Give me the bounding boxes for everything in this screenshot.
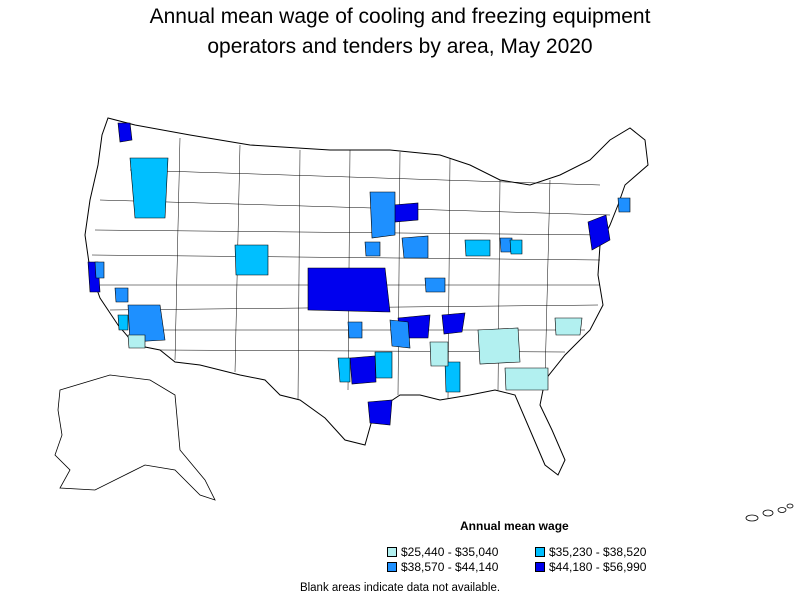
legend-label-2: $35,230 - $38,520 [549,545,647,559]
area-arkansas [389,319,411,349]
area-missouri [424,277,446,293]
area-indiana [509,239,523,255]
area-alabama-north [429,341,449,367]
legend-label-1: $25,440 - $35,040 [401,545,499,559]
area-minneapolis [392,202,419,223]
area-phoenix [127,304,166,343]
title-line-2: operators and tenders by area, May 2020 [207,35,593,58]
legend-label-3: $38,570 - $44,140 [401,560,499,574]
legend-item-3: $38,570 - $44,140 [387,560,498,574]
legend-item-1: $25,440 - $35,040 [387,545,498,559]
area-nebraska-east [364,241,381,257]
area-se-minnesota [369,191,396,239]
legend-label-4: $44,180 - $56,990 [549,560,647,574]
map-title: Annual mean wage of cooling and freezing… [0,2,800,62]
area-vegas [114,287,129,303]
area-idaho [129,157,169,219]
area-nyc [587,214,611,251]
area-tennessee-east [477,327,521,365]
area-houston [367,399,393,426]
area-georgia [504,367,549,391]
legend-title: Annual mean wage [460,519,569,533]
area-mississippi [444,361,461,393]
title-line-1: Annual mean wage of cooling and freezing… [149,5,651,28]
area-sacramento [94,261,105,279]
hawaii-islands [745,503,794,522]
legend-swatch-4 [535,562,545,572]
area-la-coast [117,314,129,331]
area-iowa-east [401,235,429,259]
area-wisconsin [464,239,491,257]
area-dallas [349,355,377,385]
legend-swatch-2 [535,547,545,557]
area-carolinas [554,317,583,336]
legend-swatch-1 [387,547,397,557]
footnote: Blank areas indicate data not available. [299,582,501,594]
area-texas-east [374,351,393,379]
legend-swatch-3 [387,562,397,572]
legend-item-2: $35,230 - $38,520 [535,545,646,559]
legend-item-4: $44,180 - $56,990 [535,560,646,574]
alaska-outline [54,374,216,501]
area-kansas [307,267,391,313]
area-texas-north [337,357,351,383]
area-seattle [117,122,133,143]
area-colorado [234,244,269,276]
colored-areas [87,122,631,426]
area-socal [127,334,146,349]
area-oklahoma [347,321,363,339]
area-boston [617,197,631,213]
area-nashville [441,312,466,335]
